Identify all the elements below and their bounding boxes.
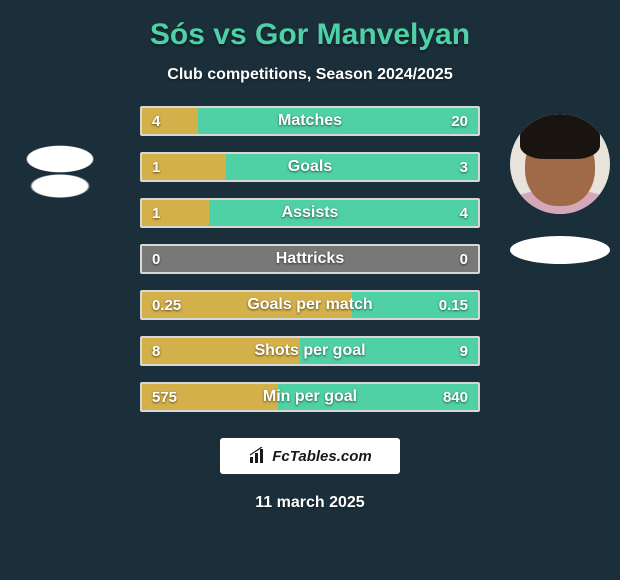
branding-badge: FcTables.com: [220, 438, 400, 474]
stat-value-left: 0: [152, 246, 160, 272]
stat-value-right: 20: [451, 108, 468, 134]
stat-label: Matches: [142, 108, 478, 134]
stat-value-left: 0.25: [152, 292, 181, 318]
chart-icon: [248, 447, 266, 465]
stat-value-right: 0.15: [439, 292, 468, 318]
stat-label: Assists: [142, 200, 478, 226]
stat-value-left: 1: [152, 154, 160, 180]
chart-area: Matches420Goals13Assists14Hattricks00Goa…: [0, 106, 620, 426]
subtitle: Club competitions, Season 2024/2025: [0, 66, 620, 84]
stat-label: Shots per goal: [142, 338, 478, 364]
stat-label: Goals per match: [142, 292, 478, 318]
avatar-hair: [520, 114, 600, 159]
stat-label: Min per goal: [142, 384, 478, 410]
stat-label: Hattricks: [142, 246, 478, 272]
stat-label: Goals: [142, 154, 478, 180]
stat-bars: Matches420Goals13Assists14Hattricks00Goa…: [140, 106, 480, 428]
stat-row: Assists1 4: [140, 198, 480, 228]
page-title: Sós vs Gor Manvelyan: [0, 18, 620, 52]
player-left-avatar: [10, 114, 110, 214]
stat-value-right: 9: [460, 338, 468, 364]
stat-value-left: 575: [152, 384, 177, 410]
player-right-badge: [510, 236, 610, 264]
stat-value-left: 8: [152, 338, 160, 364]
stat-row: Goals1 3: [140, 152, 480, 182]
branding-text: FcTables.com: [272, 448, 371, 465]
stat-value-right: 4: [460, 200, 468, 226]
stat-value-left: 4: [152, 108, 160, 134]
date-label: 11 march 2025: [0, 494, 620, 512]
stat-value-right: 0: [460, 246, 468, 272]
stat-row: Shots per goal8 9: [140, 336, 480, 366]
stat-value-right: 3: [460, 154, 468, 180]
comparison-card: Sós vs Gor Manvelyan Club competitions, …: [0, 0, 620, 580]
stat-value-right: 840: [443, 384, 468, 410]
stat-value-left: 1: [152, 200, 160, 226]
stat-row: Min per goal575 840: [140, 382, 480, 412]
stat-row: Hattricks0 0: [140, 244, 480, 274]
stat-row: Matches4 20: [140, 106, 480, 136]
player-right-avatar: [510, 114, 610, 214]
stat-row: Goals per match0.25 0.15: [140, 290, 480, 320]
